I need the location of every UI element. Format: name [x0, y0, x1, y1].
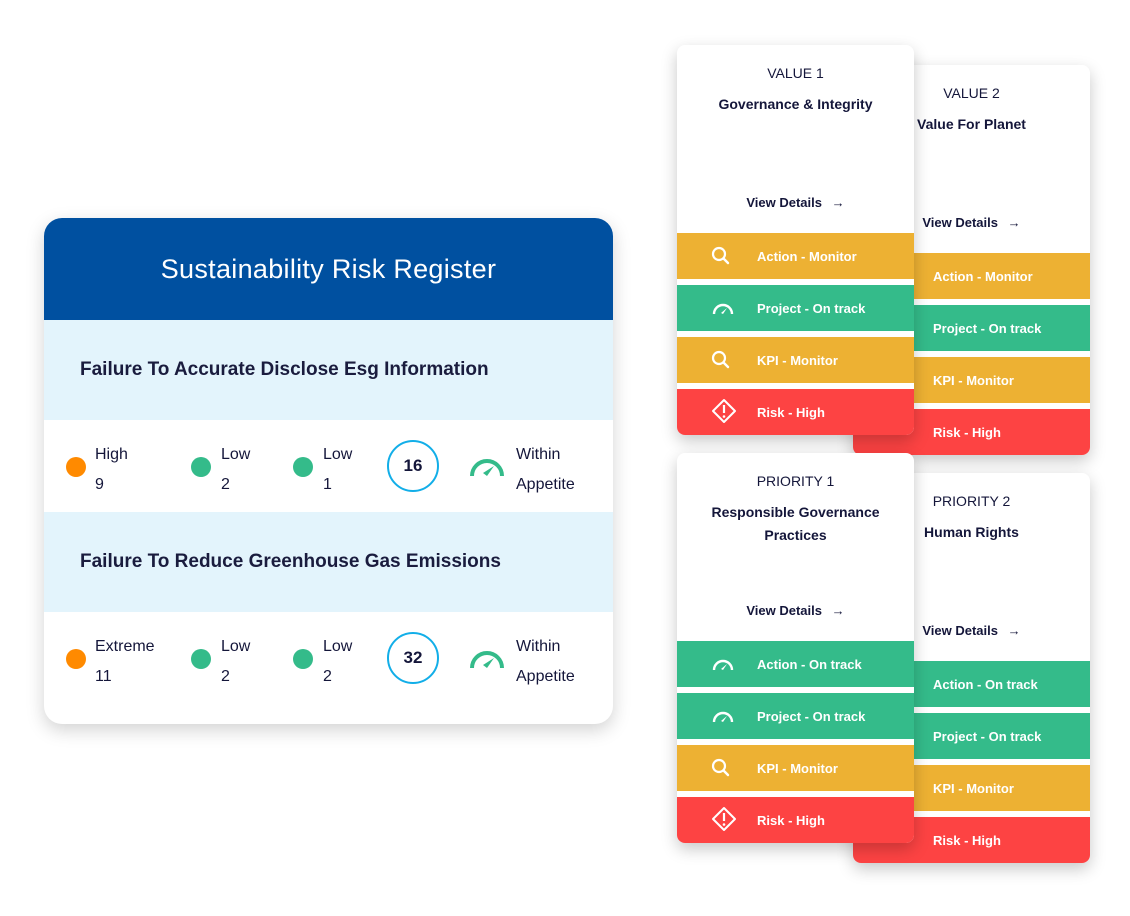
rating-dot — [66, 457, 86, 477]
status-row[interactable]: Project - On track — [677, 285, 914, 331]
risk-title[interactable]: Failure To Reduce Greenhouse Gas Emissio… — [44, 512, 613, 612]
gauge-icon — [711, 298, 735, 321]
arrow-right-icon: → — [831, 603, 845, 618]
status-row[interactable]: Risk - High — [677, 389, 914, 435]
status-row[interactable]: Risk - High — [677, 797, 914, 843]
rating-stat: Low 2 — [221, 632, 250, 692]
gauge-icon — [468, 452, 506, 483]
status-label: KPI - Monitor — [933, 780, 1014, 796]
warning-icon — [711, 399, 737, 427]
risk-score-badge: 32 — [387, 632, 439, 684]
view-details-link[interactable]: View Details → — [677, 603, 914, 618]
rating-value: 2 — [221, 476, 230, 493]
status-label: Project - On track — [933, 320, 1042, 336]
status-label: Action - On track — [933, 676, 1038, 692]
status-label: Action - Monitor — [757, 248, 857, 264]
status-row[interactable]: Action - On track — [677, 641, 914, 687]
status-label: Action - Monitor — [933, 268, 1033, 284]
appetite-status: Within Appetite — [516, 632, 575, 692]
appetite-line: Appetite — [516, 476, 575, 493]
risk-stats: Extreme 11 Low 2 Low 2 32 Within Appetite — [44, 612, 613, 724]
status-label: Action - On track — [757, 656, 862, 672]
rating-dot — [191, 649, 211, 669]
appetite-line: Appetite — [516, 668, 575, 685]
status-label: Risk - High — [933, 424, 1001, 440]
rating-label: High — [95, 446, 128, 463]
status-label: KPI - Monitor — [757, 760, 838, 776]
search-icon — [711, 758, 731, 781]
rating-label: Low — [221, 638, 251, 655]
card-name: Governance & Integrity — [718, 96, 873, 112]
risk-title[interactable]: Failure To Accurate Disclose Esg Informa… — [44, 320, 613, 420]
status-label: KPI - Monitor — [933, 372, 1014, 388]
card-tag: VALUE 1 — [767, 65, 824, 81]
appetite-line: Within — [516, 446, 561, 463]
rating-value: 11 — [95, 668, 112, 685]
rating-dot — [66, 649, 86, 669]
card-name: Responsible Governance Practices — [711, 504, 880, 543]
rating-value: 2 — [221, 668, 230, 685]
rating-value: 1 — [323, 476, 332, 493]
status-label: Project - On track — [757, 708, 866, 724]
rating-dot — [191, 457, 211, 477]
strategy-card: VALUE 2 Value For Planet View Details → … — [853, 65, 1090, 455]
search-icon — [711, 246, 731, 269]
rating-stat: Low 2 — [221, 440, 250, 500]
register-title: Sustainability Risk Register — [44, 218, 613, 320]
rating-label: Low — [323, 446, 353, 463]
status-row[interactable]: Project - On track — [677, 693, 914, 739]
strategy-card: PRIORITY 1 Responsible Governance Practi… — [677, 453, 914, 843]
status-row[interactable]: Action - Monitor — [677, 233, 914, 279]
card-tag: VALUE 2 — [943, 85, 1000, 101]
status-row[interactable]: KPI - Monitor — [677, 745, 914, 791]
rating-value: 9 — [95, 476, 104, 493]
view-details-link[interactable]: View Details → — [853, 623, 1090, 638]
card-name: Value For Planet — [917, 116, 1026, 132]
appetite-line: Within — [516, 638, 561, 655]
arrow-right-icon: → — [831, 195, 845, 210]
view-details-label: View Details — [746, 195, 822, 210]
search-icon — [711, 350, 731, 373]
rating-label: Extreme — [95, 638, 155, 655]
view-details-link[interactable]: View Details → — [853, 215, 1090, 230]
strategy-card: VALUE 1 Governance & Integrity View Deta… — [677, 45, 914, 435]
rating-value: 2 — [323, 668, 332, 685]
status-label: Project - On track — [757, 300, 866, 316]
rating-dot — [293, 457, 313, 477]
gauge-icon — [711, 654, 735, 677]
risk-register-panel: Sustainability Risk Register Failure To … — [44, 218, 613, 724]
status-label: Risk - High — [757, 812, 825, 828]
appetite-status: Within Appetite — [516, 440, 575, 500]
status-row[interactable]: KPI - Monitor — [677, 337, 914, 383]
status-label: Project - On track — [933, 728, 1042, 744]
view-details-label: View Details — [922, 623, 998, 638]
rating-stat: Low 1 — [323, 440, 352, 500]
rating-stat: Low 2 — [323, 632, 352, 692]
rating-label: Low — [221, 446, 251, 463]
rating-stat: High 9 — [95, 440, 128, 500]
status-label: Risk - High — [757, 404, 825, 420]
warning-icon — [711, 807, 737, 835]
view-details-label: View Details — [746, 603, 822, 618]
arrow-right-icon: → — [1007, 623, 1021, 638]
card-tag: PRIORITY 1 — [756, 473, 835, 489]
arrow-right-icon: → — [1007, 215, 1021, 230]
status-label: KPI - Monitor — [757, 352, 838, 368]
risk-stats: High 9 Low 2 Low 1 16 Within Appetite — [44, 420, 613, 512]
rating-stat: Extreme 11 — [95, 632, 155, 692]
view-details-link[interactable]: View Details → — [677, 195, 914, 210]
gauge-icon — [468, 644, 506, 675]
status-label: Risk - High — [933, 832, 1001, 848]
gauge-icon — [711, 706, 735, 729]
card-tag: PRIORITY 2 — [932, 493, 1011, 509]
view-details-label: View Details — [922, 215, 998, 230]
rating-label: Low — [323, 638, 353, 655]
rating-dot — [293, 649, 313, 669]
risk-score-badge: 16 — [387, 440, 439, 492]
card-name: Human Rights — [924, 524, 1019, 540]
